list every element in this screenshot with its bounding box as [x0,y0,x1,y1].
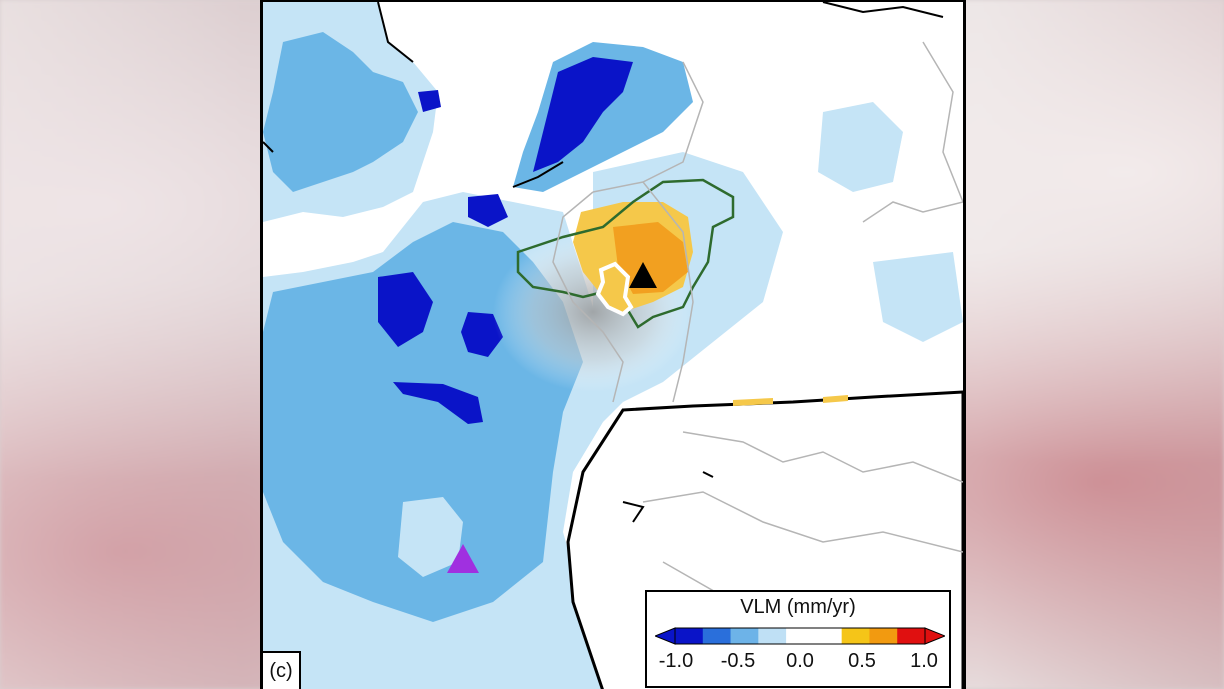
colorbar-arrow-right [924,627,945,645]
legend-tick: 1.0 [910,650,938,672]
colorbar-segment [702,628,732,644]
colorbar-arrow-left [655,627,676,645]
legend: VLM (mm/yr) -1.0 -0.5 0.0 0.5 1.0 [645,590,951,688]
legend-colorbar [655,627,945,645]
region-france-dark-3 [393,382,483,424]
colorbar-segment [786,628,815,644]
colorbar-segment [813,628,843,644]
colorbar-segment [869,628,898,644]
legend-tick: 0.0 [786,650,814,672]
region-france-light-patch [398,497,463,577]
region-france-light-patch-2 [263,622,421,689]
vlm-map [263,2,963,689]
yellow-strip [733,398,773,406]
colorbar-border [674,627,926,645]
coastlines [263,2,944,523]
yellow-strip-2 [823,395,848,403]
legend-ticks: -1.0 -0.5 0.0 0.5 1.0 [647,650,949,680]
black-triangle-icon [629,262,657,288]
region-england-dark [418,90,441,112]
colorbar-segment [841,628,870,644]
region-germany-north [818,102,903,192]
map-panel: (c) VLM (mm/yr) -1.0 -0.5 0.0 0.5 1.0 [260,0,966,689]
region-england-mid [263,32,418,192]
colorbar-segment [897,628,926,644]
region-france-dark-1 [378,272,433,347]
legend-tick: -0.5 [720,650,756,672]
legend-title: VLM (mm/yr) [740,596,856,618]
region-france-dark-2 [461,312,503,357]
legend-tick: 0.5 [848,650,876,672]
colorbar-segment [758,628,787,644]
country-borders [552,41,963,623]
colorbar-segment [675,628,704,644]
region-france-dark-4 [468,194,508,227]
colorbar-segment [730,628,759,644]
purple-triangle-icon [447,544,479,573]
region-germany-east [873,252,963,342]
uplift-orange [613,222,688,294]
region-netherlands-dark [533,57,633,172]
panel-label: (c) [263,651,301,689]
white-outline-region [595,261,634,317]
legend-tick: -1.0 [658,650,694,672]
